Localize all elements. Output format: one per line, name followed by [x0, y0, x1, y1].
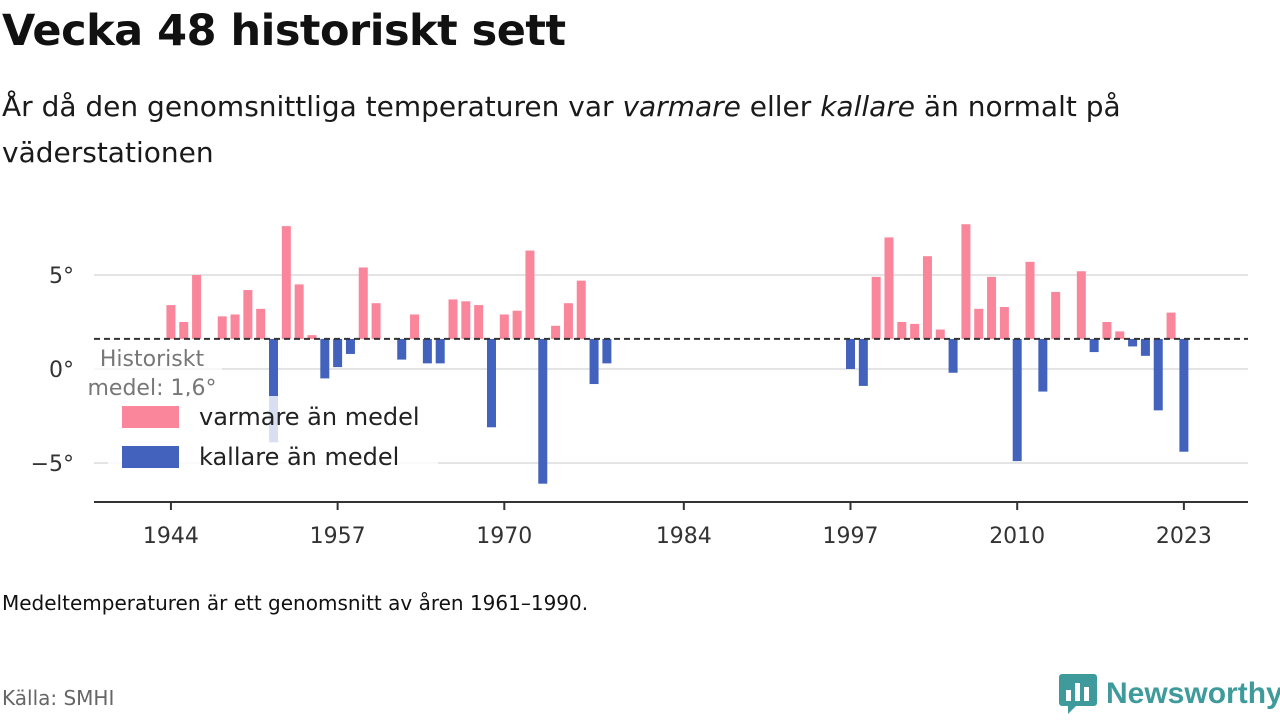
x-tick-label: 2023 — [1156, 524, 1212, 549]
bar-warm — [922, 256, 932, 339]
legend-label: kallare än medel — [199, 443, 399, 471]
baseline-label-background — [82, 344, 222, 396]
bar-cold — [948, 338, 958, 373]
x-tick-label: 1984 — [656, 524, 712, 549]
bar-cold — [538, 338, 548, 484]
bar-warm — [1076, 271, 1086, 339]
x-tick-label: 1997 — [823, 524, 879, 549]
bar-warm — [1025, 261, 1035, 339]
bar-warm — [935, 329, 945, 339]
bar-warm — [294, 284, 304, 339]
bar-warm — [1166, 312, 1176, 339]
bar-warm — [281, 226, 291, 339]
newsworthy-logo: Newsworthy — [1058, 672, 1280, 716]
bar-cold — [602, 338, 612, 364]
bar-warm — [371, 303, 381, 339]
subtitle-part2: eller — [740, 90, 821, 123]
bar-cold — [1128, 338, 1138, 347]
bar-warm — [563, 303, 573, 339]
bar-warm — [576, 280, 586, 339]
subtitle-part1: År då den genomsnittliga temperaturen va… — [2, 90, 623, 123]
bar-warm — [307, 335, 317, 339]
bar-chart-chat-icon — [1059, 674, 1097, 714]
bar-cold — [320, 338, 330, 379]
subtitle-warm-word: varmare — [622, 90, 741, 123]
chart-note: Medeltemperaturen är ett genomsnitt av å… — [2, 591, 589, 615]
bar-warm — [166, 305, 176, 339]
x-tick-label: 2010 — [989, 524, 1045, 549]
bar-warm — [217, 316, 227, 339]
chart-subtitle: År då den genomsnittliga temperaturen va… — [2, 84, 1232, 176]
subtitle-part3: än normalt på väderstationen — [2, 90, 1121, 169]
bar-cold — [422, 338, 432, 364]
bar-warm — [961, 224, 971, 339]
bar-cold — [486, 338, 496, 428]
bar-warm — [499, 314, 509, 339]
brand-name: Newsworthy — [1106, 677, 1280, 710]
bar-warm — [871, 276, 881, 339]
subtitle-cold-word: kallare — [820, 90, 916, 123]
bar-cold — [1153, 338, 1163, 411]
bar-warm — [897, 322, 907, 339]
bar-warm — [910, 323, 920, 339]
bar-cold — [333, 338, 343, 368]
bar-cold — [397, 338, 407, 360]
bar-warm — [999, 306, 1009, 339]
bar-cold — [435, 338, 445, 364]
x-tick-label: 1970 — [476, 524, 532, 549]
y-tick-label: 5° — [49, 264, 74, 289]
bar-warm — [461, 301, 471, 339]
bar-cold — [1089, 338, 1099, 353]
bar-warm — [1102, 322, 1112, 339]
bar-warm — [179, 322, 189, 339]
bar-cold — [858, 338, 868, 386]
bar-warm — [1051, 291, 1061, 339]
legend-label: varmare än medel — [199, 403, 420, 431]
bar-warm — [512, 310, 522, 339]
bar-cold — [1012, 338, 1022, 462]
x-tick-label: 1957 — [310, 524, 366, 549]
bar-warm — [551, 325, 561, 339]
bar-warm — [256, 308, 266, 339]
bar-cold — [1038, 338, 1048, 392]
bar-cold — [269, 338, 279, 443]
y-tick-label: −5° — [31, 452, 74, 477]
bar-cold — [1140, 338, 1150, 356]
bar-cold — [345, 338, 355, 354]
bar-warm — [987, 276, 997, 339]
bar-warm — [525, 250, 535, 339]
bar-cold — [846, 338, 856, 369]
bar-warm — [192, 275, 202, 339]
bar-warm — [884, 237, 894, 339]
bar-warm — [474, 305, 484, 339]
bar-warm — [448, 299, 458, 339]
bar-cold — [1179, 338, 1189, 452]
bar-warm — [230, 314, 240, 339]
legend-swatch — [122, 406, 179, 428]
source-text: Källa: SMHI — [2, 686, 115, 710]
bar-warm — [358, 267, 368, 339]
bar-warm — [243, 290, 253, 339]
baseline-label: Historiskt — [100, 347, 205, 372]
bar-warm — [410, 314, 420, 339]
bar-warm — [974, 308, 984, 339]
y-tick-label: 0° — [49, 358, 74, 383]
legend-swatch — [122, 446, 179, 468]
x-tick-label: 1944 — [143, 524, 199, 549]
bar-cold — [589, 338, 599, 385]
chart-title: Vecka 48 historiskt sett — [2, 6, 566, 56]
bar-warm — [1115, 331, 1125, 339]
